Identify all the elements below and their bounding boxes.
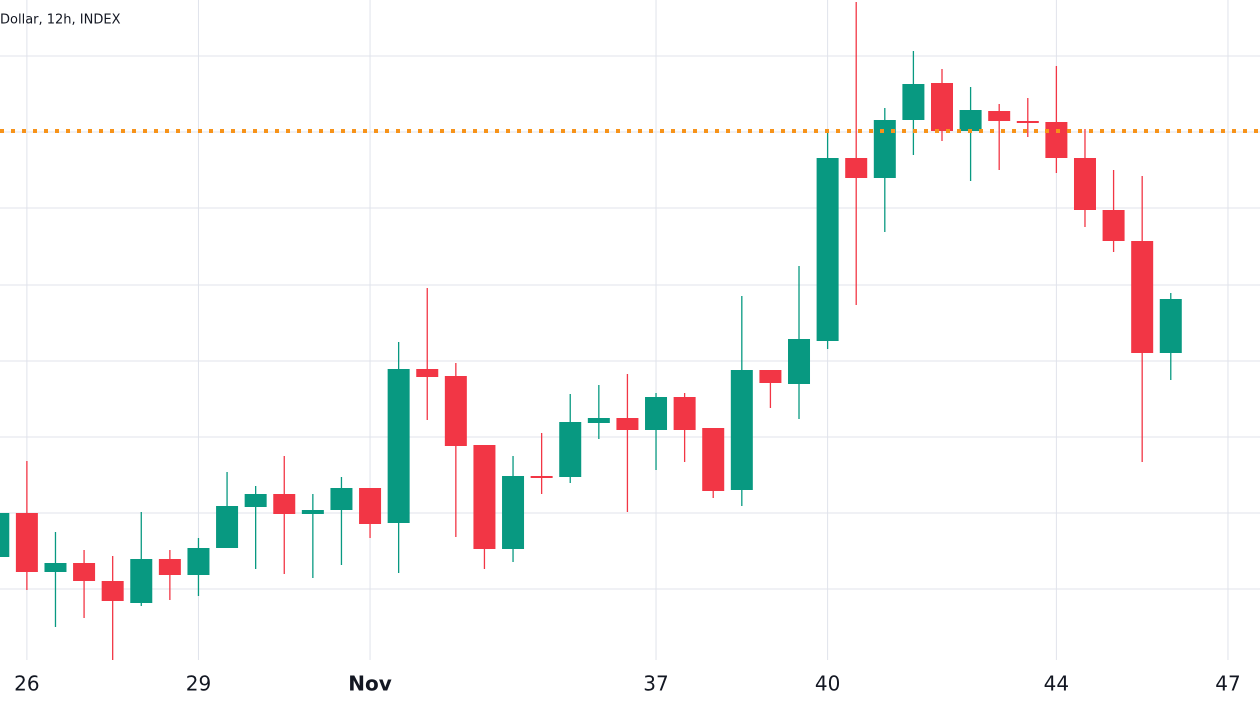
candle-body bbox=[1131, 241, 1154, 353]
x-tick-label: 29 bbox=[186, 672, 211, 696]
candle-body bbox=[816, 158, 839, 341]
x-tick-label: 37 bbox=[643, 672, 668, 696]
x-tick-label: Nov bbox=[348, 672, 392, 696]
candle-body bbox=[216, 506, 239, 548]
candle-body bbox=[15, 513, 38, 572]
chart-title: Dollar, 12h, INDEX bbox=[0, 13, 121, 28]
candle-body bbox=[959, 110, 982, 131]
candle-body bbox=[473, 445, 496, 549]
x-tick-label: 47 bbox=[1215, 672, 1240, 696]
candle-body bbox=[587, 418, 610, 423]
candle-body bbox=[788, 339, 811, 384]
candle-body bbox=[330, 488, 353, 510]
candle-body bbox=[673, 397, 696, 430]
candle-body bbox=[502, 476, 525, 549]
candle-body bbox=[101, 581, 124, 601]
candle-body bbox=[44, 563, 67, 572]
candle-body bbox=[158, 559, 181, 575]
x-tick-label: 40 bbox=[815, 672, 840, 696]
candles bbox=[0, 2, 1260, 660]
candle-body bbox=[702, 428, 725, 491]
x-axis: 26 29 Nov 37 40 44 47 bbox=[14, 672, 1241, 696]
candle-body bbox=[1016, 121, 1039, 123]
candle-body bbox=[0, 513, 10, 557]
candle-body bbox=[988, 111, 1011, 121]
candle-body bbox=[444, 376, 467, 446]
candle-body bbox=[73, 563, 96, 581]
candle-body bbox=[187, 548, 210, 575]
x-tick-label: 26 bbox=[14, 672, 39, 696]
candle-body bbox=[244, 494, 267, 507]
candle-body bbox=[902, 84, 925, 120]
candle-body bbox=[759, 370, 782, 383]
candle-body bbox=[559, 422, 582, 477]
candle-body bbox=[930, 83, 953, 131]
candle-body bbox=[1045, 122, 1068, 158]
candle-body bbox=[1159, 299, 1182, 353]
candle-body bbox=[530, 476, 553, 478]
x-tick-label: 44 bbox=[1044, 672, 1069, 696]
candle-body bbox=[616, 418, 639, 430]
candle-body bbox=[301, 510, 324, 514]
candle-body bbox=[273, 494, 296, 514]
candle-body bbox=[359, 488, 382, 524]
candle-body bbox=[845, 158, 868, 178]
candle-body bbox=[730, 370, 753, 490]
candle-body bbox=[1073, 158, 1096, 210]
candle-body bbox=[1102, 210, 1125, 241]
candle-body bbox=[387, 369, 410, 523]
candle-body bbox=[873, 120, 896, 178]
candle-body bbox=[645, 397, 668, 430]
candle-body bbox=[416, 369, 439, 377]
candle-body bbox=[130, 559, 153, 603]
